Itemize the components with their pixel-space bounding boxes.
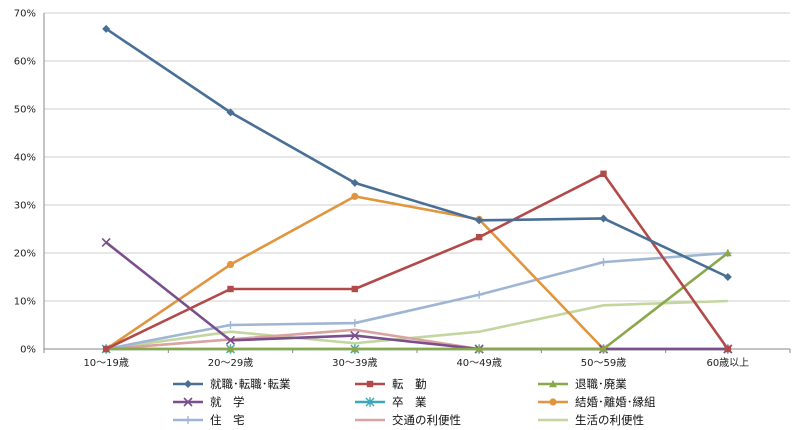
data-point xyxy=(226,321,235,329)
x-tick-label: 30～39歳 xyxy=(332,357,377,369)
x-tick-label: 50～59歳 xyxy=(581,357,626,369)
data-point xyxy=(549,380,557,388)
legend-item: 就職･転職･転業 xyxy=(173,377,291,391)
x-tick-label: 20～29歳 xyxy=(208,357,253,369)
x-tick-label: 10～19歳 xyxy=(83,357,128,369)
data-point xyxy=(724,345,732,353)
legend-label: 就 学 xyxy=(210,395,245,409)
legend-label: 卒 業 xyxy=(392,395,427,409)
data-point xyxy=(723,273,732,281)
x-tick-label: 40～49歳 xyxy=(456,357,501,369)
data-point xyxy=(101,237,111,248)
series-8 xyxy=(106,328,728,351)
series-line xyxy=(105,27,729,279)
legend-item: 交通の利便性 xyxy=(355,413,461,427)
data-point xyxy=(102,24,111,33)
y-tick-label: 10% xyxy=(14,297,36,308)
y-tick-label: 0% xyxy=(20,345,36,356)
legend: 就職･転職･転業 転 勤 退職･廃業就 学 卒 業 結婚･離婚･縁組住 宅 交通の利便性 生… xyxy=(173,377,656,427)
data-point xyxy=(226,345,235,353)
data-point xyxy=(366,380,374,388)
tick-labels: 0% 10% 20% 30% 40% 50% 60% 70% 10～19歳 20～29歳 30～39… xyxy=(14,9,749,370)
legend-label: 住 宅 xyxy=(210,413,245,427)
data-point xyxy=(599,258,608,267)
legend-item: 住 宅 xyxy=(173,413,245,427)
y-tick-label: 40% xyxy=(14,153,36,164)
data-point xyxy=(102,345,110,353)
data-point xyxy=(475,216,484,225)
x-tick-label: 60歳以上 xyxy=(706,357,749,369)
legend-label: 退職･廃業 xyxy=(575,377,627,391)
series-line xyxy=(106,251,729,351)
series-line xyxy=(105,251,728,351)
legend-item: 結婚･離婚･縁組 xyxy=(538,395,656,409)
legend-label: 交通の利便性 xyxy=(392,413,461,427)
legend-label: 就職･転職･転業 xyxy=(210,377,291,391)
data-point xyxy=(350,178,359,187)
data-point xyxy=(351,192,359,200)
data-point xyxy=(475,345,484,353)
legend-item: 退職･廃業 xyxy=(538,377,627,391)
series-1 xyxy=(102,24,732,281)
data-point xyxy=(350,330,360,341)
series-6 xyxy=(102,192,732,353)
legend-item: 就 学 xyxy=(173,395,245,409)
data-point xyxy=(227,285,234,293)
legend-item: 卒 業 xyxy=(355,395,427,409)
series-line xyxy=(105,299,728,351)
data-point xyxy=(350,319,359,328)
series-line xyxy=(106,328,728,351)
series-group xyxy=(101,24,733,354)
series-9 xyxy=(105,299,728,351)
y-tick-label: 30% xyxy=(14,201,36,212)
legend-item: 転 勤 xyxy=(355,377,427,391)
data-point xyxy=(600,170,607,177)
data-point xyxy=(351,285,359,293)
legend-item: 生活の利便性 xyxy=(538,413,644,427)
series-2 xyxy=(102,170,732,353)
y-tick-label: 60% xyxy=(14,57,36,68)
data-point xyxy=(549,398,557,406)
series-line xyxy=(105,241,728,351)
data-point xyxy=(184,416,192,424)
data-point xyxy=(475,233,483,241)
legend-label: 生活の利便性 xyxy=(575,413,644,427)
data-point xyxy=(225,335,236,345)
data-point xyxy=(183,397,193,407)
y-tick-label: 50% xyxy=(14,105,36,116)
legend-label: 結婚･離婚･縁組 xyxy=(575,395,656,409)
data-point xyxy=(350,345,359,353)
data-point xyxy=(226,108,235,117)
data-point xyxy=(599,345,608,353)
y-tick-label: 20% xyxy=(14,249,36,260)
legend-label: 転 勤 xyxy=(392,377,427,391)
gridlines xyxy=(44,12,790,350)
data-point xyxy=(226,260,235,269)
y-tick-label: 70% xyxy=(14,9,36,20)
data-point xyxy=(365,397,375,407)
data-point xyxy=(184,380,192,388)
data-point xyxy=(599,214,608,223)
data-point xyxy=(475,290,484,299)
series-line xyxy=(105,172,729,351)
data-point xyxy=(723,249,732,257)
